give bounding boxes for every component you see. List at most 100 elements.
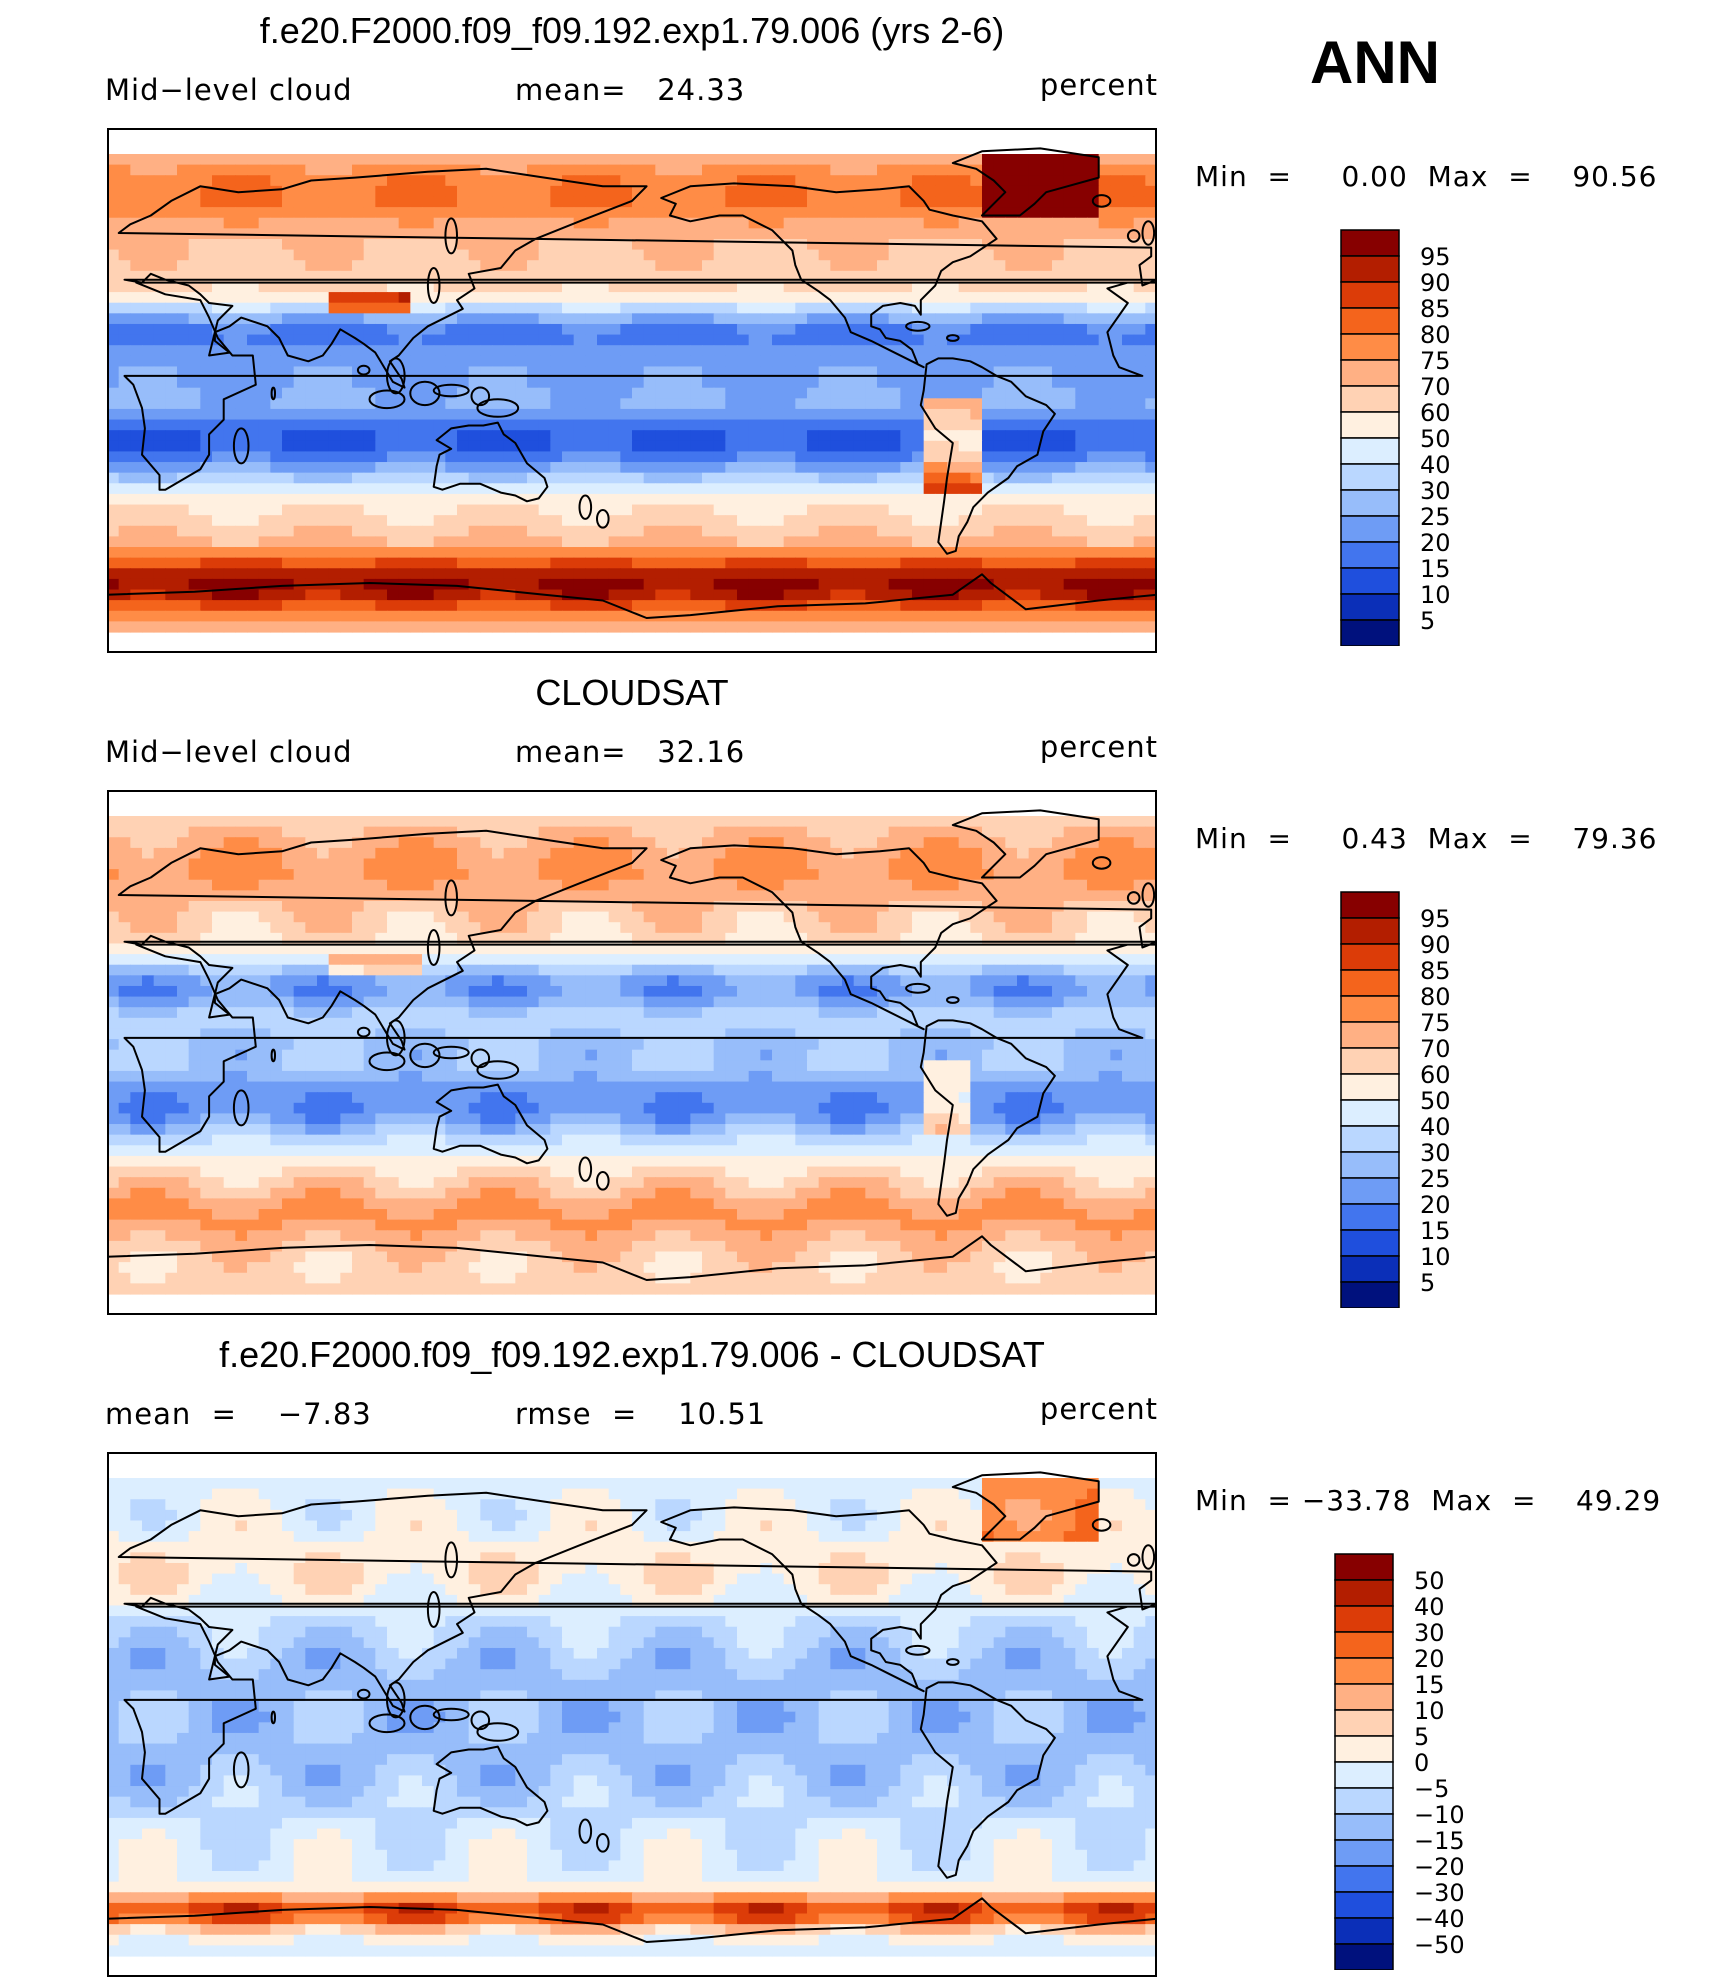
field-cell: [737, 387, 750, 399]
field-cell: [982, 260, 995, 272]
field-cell: [118, 323, 131, 336]
field-cell: [293, 462, 306, 474]
field-cell: [1133, 175, 1146, 187]
field-cell: [1028, 366, 1041, 378]
field-cell: [865, 419, 878, 431]
field-cell: [772, 557, 785, 569]
field-cell: [503, 217, 516, 229]
field-cell: [340, 270, 353, 283]
field-cell: [235, 377, 248, 389]
field-cell: [492, 578, 505, 591]
field-cell: [667, 483, 680, 495]
field-cell: [783, 568, 796, 580]
field-cell: [900, 440, 913, 453]
field-cell: [340, 334, 353, 346]
field-cell: [1075, 387, 1088, 399]
field-cell: [772, 196, 785, 208]
field-cell: [165, 430, 178, 442]
field-cell: [177, 154, 190, 166]
field-cell: [305, 408, 318, 421]
colorbar-swatch: [1340, 619, 1400, 646]
field-cell: [457, 547, 470, 559]
field-cell: [958, 302, 971, 314]
field-cell: [620, 462, 633, 474]
field-cell: [352, 323, 365, 336]
field-cell: [457, 568, 470, 580]
field-cell: [258, 816, 271, 828]
field-cell: [912, 462, 925, 474]
field-cell: [748, 858, 761, 870]
field-cell: [1040, 196, 1053, 208]
field-cell: [1005, 196, 1018, 208]
field-cell: [258, 451, 271, 463]
field-cell: [457, 270, 470, 283]
field-cell: [678, 911, 691, 923]
field-cell: [468, 238, 481, 251]
field-cell: [585, 472, 598, 484]
field-cell: [317, 515, 330, 527]
field-cell: [970, 408, 983, 421]
field-cell: [678, 600, 691, 612]
field-cell: [842, 462, 855, 474]
field-cell: [457, 816, 470, 828]
field-cell: [865, 440, 878, 453]
field-cell: [643, 387, 656, 399]
field-cell: [223, 600, 236, 612]
field-cell: [1063, 858, 1076, 870]
field-cell: [655, 525, 668, 537]
field-cell: [165, 377, 178, 389]
field-cell: [923, 419, 936, 431]
field-cell: [398, 589, 411, 601]
field-cell: [1063, 345, 1076, 357]
field-cell: [212, 355, 225, 368]
field-cell: [538, 462, 551, 474]
field-cell: [1110, 377, 1123, 389]
field-cell: [632, 334, 645, 346]
field-cell: [247, 440, 260, 453]
field-cell: [1110, 589, 1123, 601]
field-cell: [830, 816, 843, 828]
field-cell: [947, 451, 960, 463]
field-cell: [515, 164, 528, 176]
field-cell: [597, 355, 610, 368]
map-frame: [107, 128, 1157, 653]
field-cell: [177, 826, 190, 838]
field-cell: [352, 164, 365, 176]
field-cell: [503, 837, 516, 849]
field-cell: [970, 154, 983, 166]
field-cell: [667, 879, 680, 891]
field-cell: [667, 323, 680, 336]
field-cell: [818, 504, 831, 516]
field-cell: [258, 387, 271, 399]
field-cell: [177, 185, 190, 198]
field-cell: [527, 366, 540, 378]
field-cell: [1145, 525, 1157, 537]
field-cell: [445, 847, 458, 860]
field-cell: [1098, 890, 1111, 902]
field-cell: [982, 568, 995, 580]
field-cell: [830, 462, 843, 474]
colorbar-tick-label: 20: [1420, 529, 1451, 557]
field-cell: [1017, 355, 1030, 368]
field-cell: [422, 483, 435, 495]
field-cell: [993, 355, 1006, 368]
field-cell: [573, 610, 586, 622]
field-cell: [177, 398, 190, 410]
field-cell: [620, 568, 633, 580]
field-cell: [888, 472, 901, 484]
field-cell: [538, 568, 551, 580]
field-cell: [177, 334, 190, 346]
field-cell: [900, 536, 913, 548]
field-cell: [398, 816, 411, 828]
field-cell: [888, 207, 901, 219]
field-cell: [888, 826, 901, 838]
field-cell: [503, 355, 516, 368]
field-cell: [888, 292, 901, 304]
field-cell: [888, 260, 901, 272]
field-cell: [772, 238, 785, 251]
field-cell: [153, 440, 166, 453]
field-cell: [900, 228, 913, 240]
field-cell: [842, 398, 855, 410]
field-cell: [865, 217, 878, 229]
field-cell: [1087, 260, 1100, 272]
